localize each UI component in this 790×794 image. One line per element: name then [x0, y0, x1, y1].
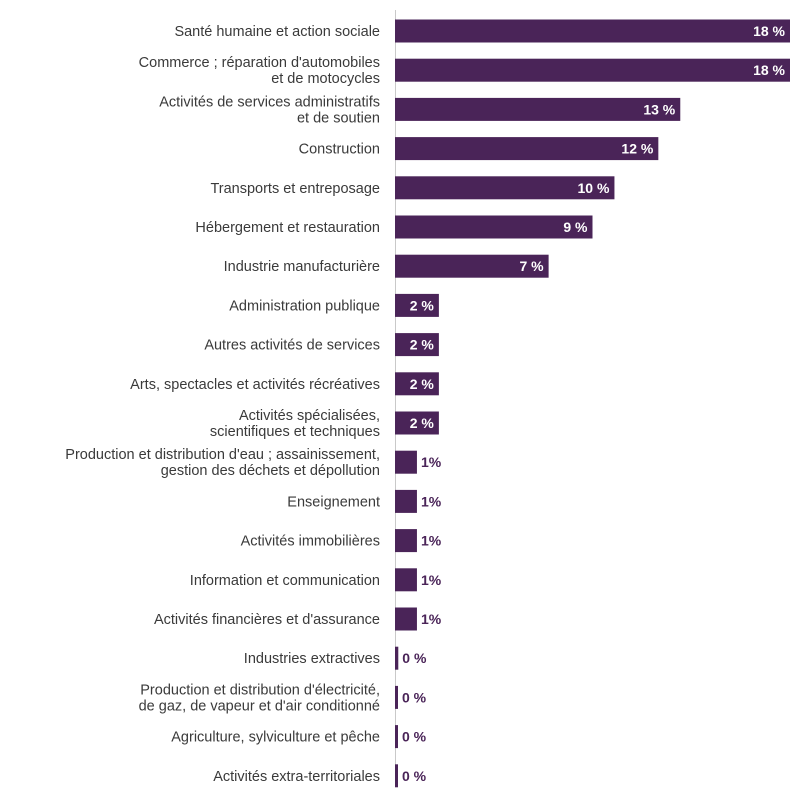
- value-label: 2 %: [410, 376, 435, 392]
- bar: [395, 293, 439, 317]
- bar: [395, 19, 790, 43]
- bar: [395, 568, 417, 592]
- category-label: Activités de services administratifs et d…: [159, 94, 380, 126]
- value-label: 1%: [421, 611, 442, 627]
- value-label: 10 %: [578, 180, 610, 196]
- bar: [395, 333, 439, 357]
- category-label: Arts, spectacles et activités récréative…: [130, 377, 380, 393]
- category-label: Production et distribution d'eau ; assai…: [65, 447, 380, 479]
- category-label: Activités spécialisées, scientifiques et …: [210, 408, 380, 440]
- category-label-line: scientifiques et techniques: [210, 424, 380, 440]
- category-label: Autres activités de services: [204, 338, 380, 354]
- category-label: Administration publique: [229, 298, 380, 314]
- value-label: 0 %: [402, 650, 427, 666]
- category-label: Enseignement: [287, 494, 380, 510]
- value-label: 18 %: [753, 23, 785, 39]
- bar: [395, 176, 615, 200]
- value-label: 0 %: [402, 729, 427, 745]
- category-label: Hébergement et restauration: [195, 220, 380, 236]
- bar: [395, 764, 398, 788]
- category-label-line: Santé humaine et action sociale: [174, 24, 380, 40]
- category-label: Industrie manufacturière: [224, 259, 380, 275]
- category-label-line: Industrie manufacturière: [224, 259, 380, 275]
- category-label-line: Construction: [299, 142, 380, 158]
- bar: [395, 215, 593, 239]
- value-label: 9 %: [563, 219, 588, 235]
- bar: [395, 685, 398, 709]
- category-label-line: Industries extractives: [244, 651, 380, 667]
- bar: [395, 97, 681, 121]
- bar: [395, 137, 659, 161]
- bar: [395, 607, 417, 631]
- category-label-line: Transports et entreposage: [210, 181, 380, 197]
- category-label: Production et distribution d'électricité…: [139, 682, 380, 714]
- value-label: 18 %: [753, 62, 785, 78]
- category-label-line: de gaz, de vapeur et d'air conditionné: [139, 698, 380, 714]
- category-label-line: Activités de services administratifs: [159, 94, 380, 110]
- value-label: 7 %: [519, 258, 544, 274]
- bar: [395, 372, 439, 396]
- value-label: 0 %: [402, 689, 427, 705]
- value-label: 2 %: [410, 297, 435, 313]
- bar: [395, 450, 417, 474]
- bar: [395, 489, 417, 513]
- category-label: Activités immobilières: [241, 534, 380, 550]
- category-label: Agriculture, sylviculture et pêche: [171, 730, 380, 746]
- category-label-line: Arts, spectacles et activités récréative…: [130, 377, 380, 393]
- category-label-line: Production et distribution d'électricité…: [140, 682, 380, 698]
- category-label-line: Autres activités de services: [204, 338, 380, 354]
- value-label: 1%: [421, 454, 442, 470]
- value-label: 1%: [421, 572, 442, 588]
- category-label: Transports et entreposage: [210, 181, 380, 197]
- category-label-line: Administration publique: [229, 298, 380, 314]
- category-label: Information et communication: [190, 573, 380, 589]
- value-label: 2 %: [410, 337, 435, 353]
- category-label-line: Agriculture, sylviculture et pêche: [171, 730, 380, 746]
- value-label: 1%: [421, 533, 442, 549]
- category-label-line: Commerce ; réparation d'automobiles: [139, 55, 380, 71]
- category-label-line: Activités spécialisées,: [239, 408, 380, 424]
- category-label-line: et de motocycles: [271, 71, 380, 87]
- value-label: 0 %: [402, 768, 427, 784]
- category-label-line: Activités financières et d'assurance: [154, 612, 380, 628]
- value-label: 1%: [421, 493, 442, 509]
- category-label-line: Information et communication: [190, 573, 380, 589]
- category-label-line: Hébergement et restauration: [195, 220, 380, 236]
- bar: [395, 411, 439, 435]
- value-label: 12 %: [621, 141, 653, 157]
- category-label: Activités financières et d'assurance: [154, 612, 380, 628]
- bar: [395, 254, 549, 278]
- value-label: 13 %: [643, 101, 675, 117]
- value-label: 2 %: [410, 415, 435, 431]
- category-label-line: Activités immobilières: [241, 534, 380, 550]
- category-label-line: gestion des déchets et dépollution: [161, 463, 380, 479]
- category-label: Construction: [299, 142, 380, 158]
- bar: [395, 646, 399, 670]
- bar: [395, 529, 417, 553]
- category-label-line: et de soutien: [297, 110, 380, 126]
- category-label: Activités extra-territoriales: [213, 769, 380, 785]
- category-label: Santé humaine et action sociale: [174, 24, 380, 40]
- bar: [395, 725, 398, 749]
- bar: [395, 58, 790, 82]
- category-label: Commerce ; réparation d'automobiles et de…: [139, 55, 380, 87]
- category-label: Industries extractives: [244, 651, 380, 667]
- category-label-line: Production et distribution d'eau ; assai…: [65, 447, 380, 463]
- category-label-line: Activités extra-territoriales: [213, 769, 380, 785]
- category-label-line: Enseignement: [287, 494, 380, 510]
